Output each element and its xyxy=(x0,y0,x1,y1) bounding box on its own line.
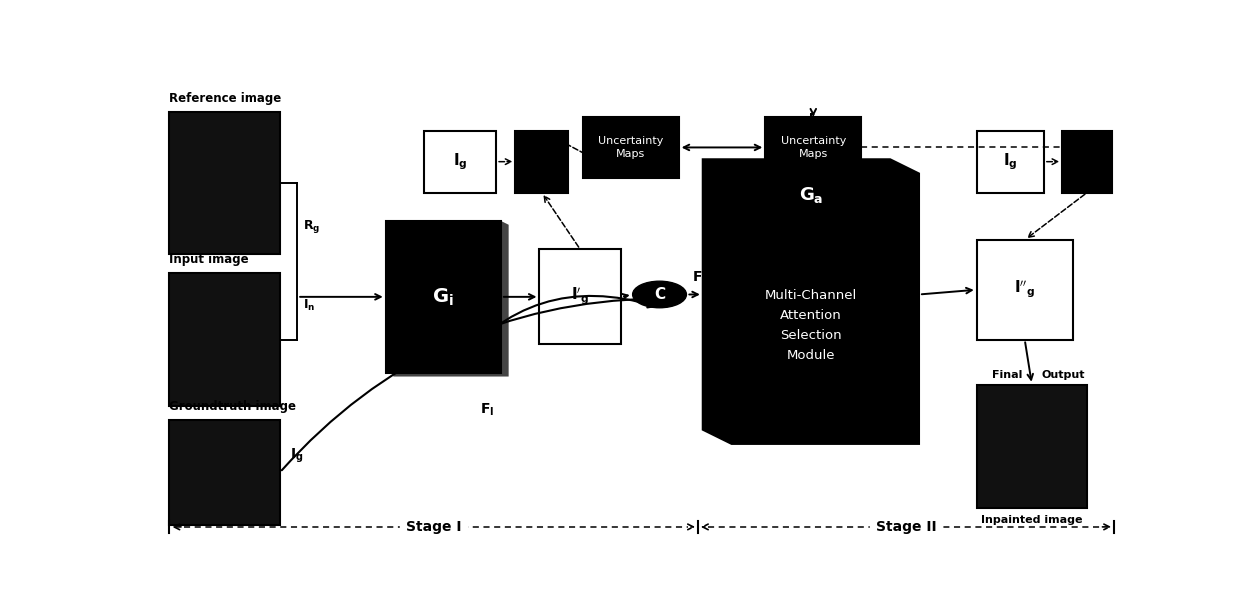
Text: $\mathbf{F_c}$: $\mathbf{F_c}$ xyxy=(692,270,709,286)
FancyBboxPatch shape xyxy=(1063,131,1112,192)
Text: $\mathbf{I_g}$: $\mathbf{I_g}$ xyxy=(1003,152,1018,172)
Text: Reference image: Reference image xyxy=(170,92,281,105)
FancyBboxPatch shape xyxy=(583,116,678,178)
FancyBboxPatch shape xyxy=(539,249,621,344)
Text: $\mathbf{I'_g}$: $\mathbf{I'_g}$ xyxy=(572,286,589,307)
Text: Stage II: Stage II xyxy=(875,520,936,534)
Text: Output: Output xyxy=(1042,370,1085,380)
Polygon shape xyxy=(386,221,508,376)
Text: $\mathbf{G_a}$: $\mathbf{G_a}$ xyxy=(799,185,823,205)
Text: Multi-Channel
Attention
Selection
Module: Multi-Channel Attention Selection Module xyxy=(765,289,857,362)
FancyArrowPatch shape xyxy=(451,296,655,371)
Text: Stage I: Stage I xyxy=(405,520,461,534)
Text: C: C xyxy=(653,287,665,302)
Text: $\mathbf{R_g}$: $\mathbf{R_g}$ xyxy=(303,218,320,235)
Text: $\mathbf{I''_g}$: $\mathbf{I''_g}$ xyxy=(1014,279,1035,301)
Text: Uncertainty
Maps: Uncertainty Maps xyxy=(598,136,663,159)
Text: Uncertainty
Maps: Uncertainty Maps xyxy=(781,136,846,159)
FancyBboxPatch shape xyxy=(977,240,1073,339)
Text: $\mathbf{G_i}$: $\mathbf{G_i}$ xyxy=(433,286,454,307)
Text: $\mathbf{I_g}$: $\mathbf{I_g}$ xyxy=(290,447,303,465)
Text: $\mathbf{F_l}$: $\mathbf{F_l}$ xyxy=(480,401,495,418)
FancyBboxPatch shape xyxy=(170,112,280,254)
FancyBboxPatch shape xyxy=(170,273,280,406)
FancyBboxPatch shape xyxy=(765,116,862,178)
FancyBboxPatch shape xyxy=(386,221,501,373)
FancyBboxPatch shape xyxy=(424,131,496,192)
FancyArrowPatch shape xyxy=(281,295,655,470)
Text: Inpainted image: Inpainted image xyxy=(981,515,1083,525)
FancyBboxPatch shape xyxy=(977,131,1044,192)
Text: $\mathbf{I_g}$: $\mathbf{I_g}$ xyxy=(453,152,467,172)
Text: Groundtruth image: Groundtruth image xyxy=(170,400,296,413)
Circle shape xyxy=(632,281,687,308)
FancyBboxPatch shape xyxy=(977,384,1087,508)
FancyBboxPatch shape xyxy=(170,420,280,524)
FancyBboxPatch shape xyxy=(516,131,568,192)
Text: Final: Final xyxy=(992,370,1022,380)
Polygon shape xyxy=(703,160,919,444)
Text: Input image: Input image xyxy=(170,253,249,266)
Text: $\mathbf{I_n}$: $\mathbf{I_n}$ xyxy=(303,298,315,314)
